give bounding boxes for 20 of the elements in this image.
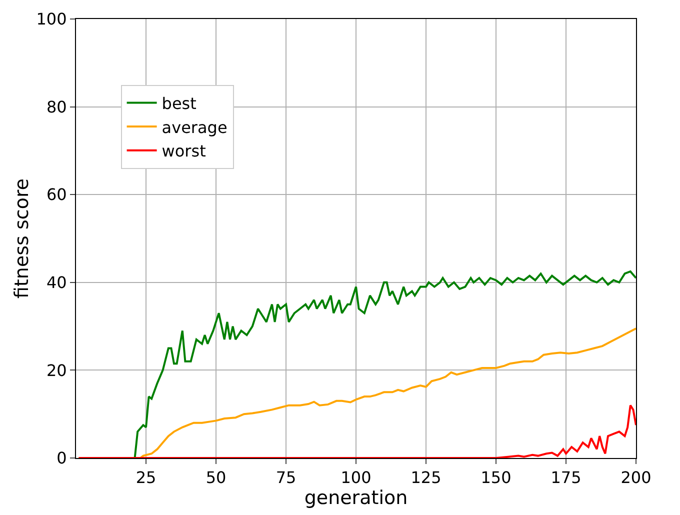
x-axis-title: generation	[304, 487, 408, 510]
x-tick-label: 200	[620, 468, 652, 488]
y-tick-label: 60	[46, 185, 67, 204]
y-tick-label: 20	[46, 360, 67, 380]
line-series	[78, 404, 636, 458]
y-tick-label: 100	[36, 10, 67, 29]
legend-label: best	[162, 94, 196, 113]
x-tick-label: 150	[480, 468, 512, 488]
y-tick-label: 0	[56, 448, 67, 468]
legend-label: worst	[162, 142, 206, 161]
x-tick-label: 50	[206, 468, 226, 488]
x-tick-label: 175	[550, 468, 582, 488]
x-tick-label: 125	[410, 468, 442, 488]
x-tick-label: 75	[276, 468, 296, 488]
x-tick-label: 25	[136, 468, 156, 488]
x-tick-label: 100	[340, 468, 372, 488]
legend-label: average	[162, 118, 228, 137]
y-tick-label: 80	[46, 97, 67, 116]
y-tick-label: 40	[46, 273, 67, 292]
y-axis-title: fitness score	[11, 178, 33, 299]
